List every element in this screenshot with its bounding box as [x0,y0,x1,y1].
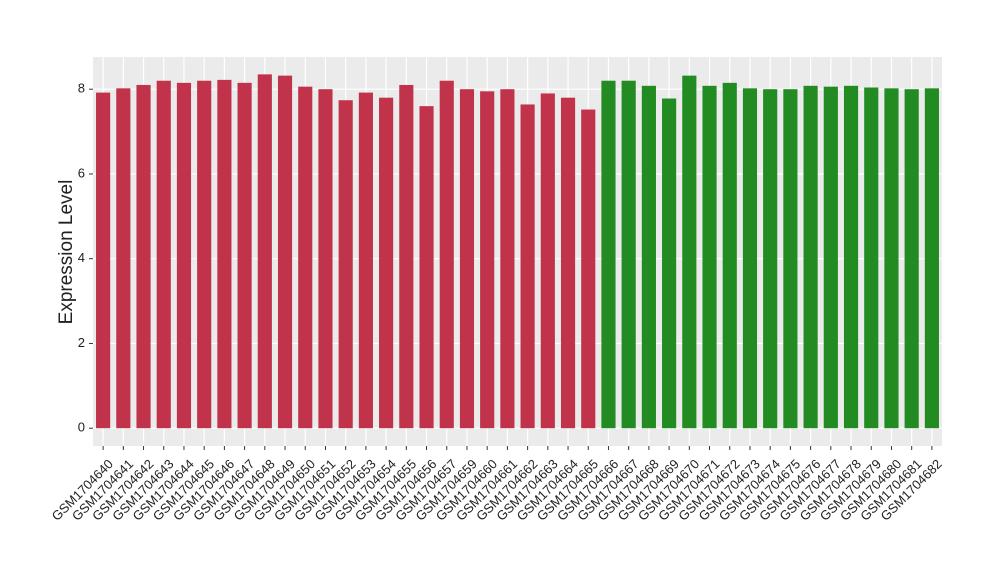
bar [601,80,616,429]
bar [439,80,454,429]
bar [399,84,414,429]
y-axis-title: Expression Level [56,180,77,325]
bar [318,89,333,429]
bar [581,109,596,429]
bar [338,100,353,429]
bar [379,97,394,429]
bar [419,106,434,429]
bar [116,88,131,429]
y-tick-label: 2 [78,335,85,350]
y-tick-label: 4 [78,250,85,265]
y-tick-label: 8 [78,81,85,96]
bar [136,84,151,429]
bar [277,75,293,429]
bar [783,89,798,429]
bar [823,86,838,429]
bar [197,80,212,429]
bar [884,88,899,429]
bar [560,97,576,429]
bar [298,86,313,429]
bar [500,89,515,429]
bar [621,80,636,429]
bar [217,79,232,429]
bar [682,75,697,429]
bar [924,88,939,429]
bar [763,89,778,429]
bar [156,80,171,429]
bar [480,91,495,429]
bar [722,82,737,429]
bar [904,89,919,429]
bar [803,85,818,429]
bar [843,85,859,429]
bar [864,87,879,429]
bar [742,88,758,429]
bar [96,92,111,429]
bar [662,98,677,429]
bar [520,104,535,429]
bar [641,85,656,429]
bar [257,74,272,429]
bar [176,82,192,429]
bar [237,82,252,429]
y-tick-label: 0 [78,420,85,435]
y-tick-label: 6 [78,165,85,180]
bar [358,92,373,429]
plot-panel [93,57,942,446]
bar [459,89,475,429]
bar [540,93,555,429]
bar [702,85,717,429]
